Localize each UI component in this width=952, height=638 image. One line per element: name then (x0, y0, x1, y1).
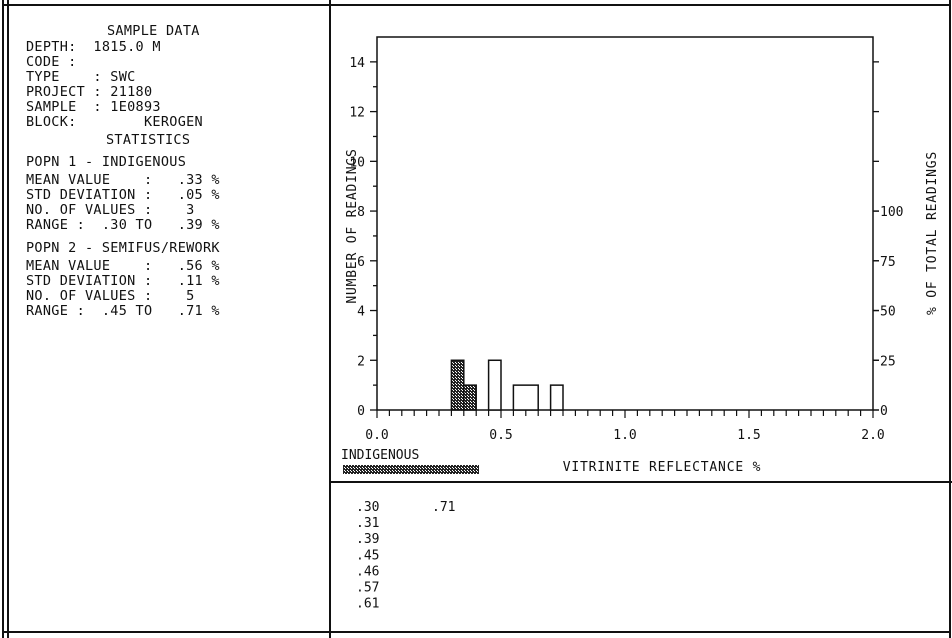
y-axis-title: NUMBER OF READINGS (345, 148, 360, 303)
reading-value: .61 (356, 597, 379, 612)
popn2-count: NO. OF VALUES : 5 (26, 288, 195, 304)
legend-swatch (343, 465, 479, 474)
frame-divider-vertical (329, 0, 331, 638)
bar-indigenous (450, 359, 465, 411)
plot-area-border (376, 36, 874, 411)
frame-right (949, 0, 951, 638)
legend-label: INDIGENOUS (341, 448, 419, 463)
y-tick-label: 6 (357, 255, 365, 270)
x-tick-label: 1.5 (737, 428, 760, 443)
y-tick-label: 12 (349, 106, 365, 121)
code-line: CODE : (26, 54, 77, 70)
y-tick-label: 10 (349, 155, 365, 170)
frame-left-inner (7, 0, 9, 638)
reading-value: .71 (432, 500, 455, 515)
statistics-header: STATISTICS (106, 132, 191, 148)
type-line: TYPE : SWC (26, 69, 136, 85)
reading-value: .30 (356, 500, 379, 515)
y-tick-label: 0 (357, 404, 365, 419)
reading-value: .45 (356, 548, 379, 563)
bar-semifus (487, 359, 502, 411)
popn1-std: STD DEVIATION : .05 % (26, 187, 220, 203)
popn2-std: STD DEVIATION : .11 % (26, 273, 220, 289)
y-axis-right: 0 25 50 75 100 (873, 61, 903, 419)
reading-value: .46 (356, 564, 379, 579)
popn1-title: POPN 1 - INDIGENOUS (26, 154, 187, 170)
frame-divider-horizontal (329, 481, 952, 483)
bar-semifus (549, 384, 564, 411)
popn1-range: RANGE : .30 TO .39 % (26, 217, 220, 233)
y2-axis-title: % OF TOTAL READINGS (925, 151, 940, 315)
popn2-range: RANGE : .45 TO .71 % (26, 303, 220, 319)
y-tick-label: 2 (357, 354, 365, 369)
frame-bottom (2, 631, 950, 633)
y2-tick-label: 0 (880, 404, 888, 419)
y2-tick-label: 100 (880, 205, 903, 220)
block-line: BLOCK: KEROGEN (26, 114, 203, 130)
x-tick-label: 0.0 (365, 428, 388, 443)
popn1-mean: MEAN VALUE : .33 % (26, 172, 220, 188)
x-axis: 0.0 0.5 1.0 1.5 2.0 (365, 410, 885, 443)
frame-top (2, 4, 950, 6)
popn2-title: POPN 2 - SEMIFUS/REWORK (26, 240, 220, 256)
frame-left-outer (2, 0, 4, 638)
reading-value: .57 (356, 581, 379, 596)
y-tick-label: 4 (357, 305, 365, 320)
x-tick-label: 1.0 (613, 428, 636, 443)
project-line: PROJECT : 21180 (26, 84, 153, 100)
bar-indigenous (463, 384, 477, 411)
bars-group (450, 359, 564, 411)
popn1-count: NO. OF VALUES : 3 (26, 202, 195, 218)
y-tick-label: 14 (349, 56, 365, 71)
x-axis-title: VITRINITE REFLECTANCE % (563, 460, 761, 475)
bar-semifus (512, 384, 539, 411)
depth-line: DEPTH: 1815.0 M (26, 39, 161, 55)
y-tick-label: 8 (357, 205, 365, 220)
y2-tick-label: 50 (880, 305, 896, 320)
popn2-mean: MEAN VALUE : .56 % (26, 258, 220, 274)
reading-value: .39 (356, 532, 379, 547)
sample-data-header: SAMPLE DATA (107, 23, 200, 39)
y2-tick-label: 25 (880, 354, 896, 369)
x-tick-label: 2.0 (861, 428, 884, 443)
sample-line: SAMPLE : 1E0893 (26, 99, 161, 115)
reading-value: .31 (356, 516, 379, 531)
readings-list: .30.31.39.45.46 .57.61 .71 (356, 500, 455, 612)
y2-tick-label: 75 (880, 255, 896, 270)
x-tick-label: 0.5 (489, 428, 512, 443)
y-axis-left: 0 2 4 6 8 10 12 14 (349, 56, 377, 419)
sample-info-panel: SAMPLE DATA DEPTH: 1815.0 M CODE : TYPE … (14, 12, 330, 632)
